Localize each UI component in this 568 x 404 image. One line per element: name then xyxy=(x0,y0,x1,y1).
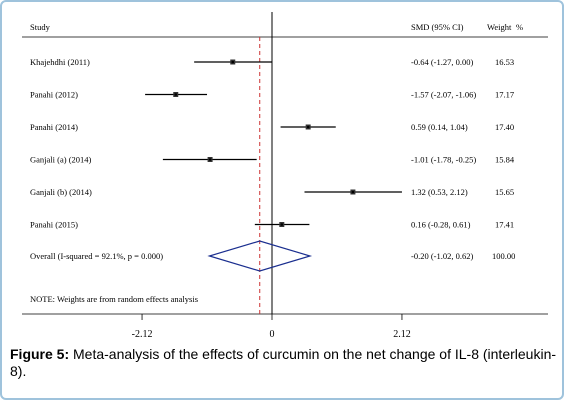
study-weight: 16.53 xyxy=(495,57,514,67)
overall-weight: 100.00 xyxy=(492,251,515,261)
study-ci-text: 0.59 (0.14, 1.04) xyxy=(411,122,468,132)
caption-label: Figure 5: xyxy=(10,346,70,362)
study-weight: 15.65 xyxy=(495,187,514,197)
study-weight: 17.17 xyxy=(495,90,514,100)
caption-text: Meta-analysis of the effects of curcumin… xyxy=(10,346,557,379)
overall-label: Overall (I-squared = 92.1%, p = 0.000) xyxy=(30,251,163,261)
figure-caption: Figure 5: Meta-analysis of the effects o… xyxy=(10,346,558,380)
forest-plot: Study SMD (95% CI) Weight % Khajehdhi (2011)… xyxy=(22,12,548,340)
header-weight: Weight xyxy=(487,22,512,32)
study-label: Khajehdhi (2011) xyxy=(30,57,90,67)
study-point-center xyxy=(306,125,310,129)
header-smd: SMD (95% CI) xyxy=(411,22,464,32)
study-label: Panahi (2015) xyxy=(30,220,78,230)
header-weight-unit: % xyxy=(516,22,523,32)
study-weight: 15.84 xyxy=(495,155,515,165)
study-point-center xyxy=(174,93,178,96)
study-weight: 17.40 xyxy=(495,122,514,132)
header-study: Study xyxy=(30,22,51,32)
study-label: Ganjali (a) (2014) xyxy=(30,155,92,165)
x-tick-label: 0 xyxy=(270,329,275,340)
study-label: Ganjali (b) (2014) xyxy=(30,187,92,197)
overall-diamond xyxy=(207,240,313,272)
study-label: Panahi (2012) xyxy=(30,90,78,100)
study-point-center xyxy=(280,223,284,226)
study-point-center xyxy=(231,60,235,64)
overall-ci-text: -0.20 (-1.02, 0.62) xyxy=(411,251,473,261)
study-ci-text: -1.01 (-1.78, -0.25) xyxy=(411,155,476,165)
study-point-center xyxy=(208,158,212,161)
study-ci-text: -0.64 (-1.27, 0.00) xyxy=(411,57,473,67)
x-tick-label: -2.12 xyxy=(132,329,153,340)
x-tick-label: 2.12 xyxy=(393,329,411,340)
study-point-center xyxy=(351,190,355,194)
study-ci-text: 1.32 (0.53, 2.12) xyxy=(411,187,468,197)
study-ci-text: 0.16 (-0.28, 0.61) xyxy=(411,220,471,230)
study-ci-text: -1.57 (-2.07, -1.06) xyxy=(411,90,476,100)
study-weight: 17.41 xyxy=(495,220,514,230)
study-label: Panahi (2014) xyxy=(30,122,78,132)
footnote: NOTE: Weights are from random effects an… xyxy=(30,294,198,304)
